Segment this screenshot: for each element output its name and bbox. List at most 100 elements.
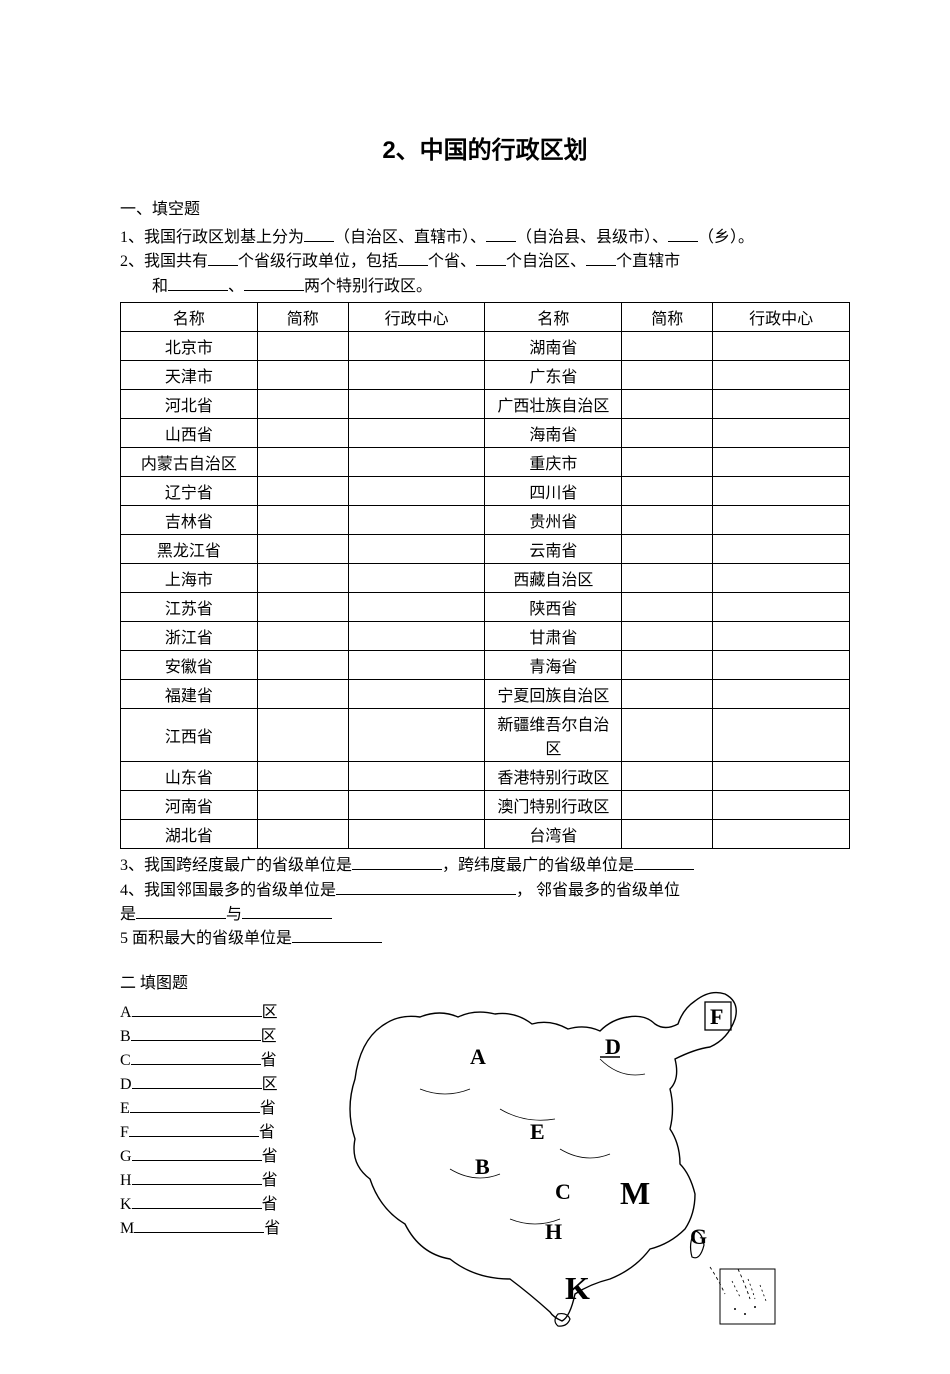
q1-blank1[interactable] bbox=[304, 241, 334, 242]
table-cell[interactable] bbox=[348, 535, 485, 564]
table-cell[interactable] bbox=[713, 680, 850, 709]
table-cell[interactable] bbox=[348, 390, 485, 419]
q2-blank4[interactable] bbox=[586, 265, 616, 266]
table-cell[interactable] bbox=[348, 361, 485, 390]
table-cell[interactable] bbox=[348, 709, 485, 762]
q2-blank2[interactable] bbox=[398, 265, 428, 266]
map-fill-blank[interactable] bbox=[132, 1160, 262, 1161]
q4-blank3[interactable] bbox=[242, 918, 332, 919]
table-cell[interactable] bbox=[622, 762, 713, 791]
table-cell[interactable] bbox=[713, 622, 850, 651]
q5-blank1[interactable] bbox=[292, 942, 382, 943]
q2-blank3[interactable] bbox=[476, 265, 506, 266]
table-cell[interactable] bbox=[348, 477, 485, 506]
table-cell[interactable] bbox=[713, 390, 850, 419]
table-cell[interactable] bbox=[348, 593, 485, 622]
table-cell[interactable] bbox=[257, 762, 348, 791]
table-cell[interactable] bbox=[713, 448, 850, 477]
map-fill-blank[interactable] bbox=[132, 1184, 262, 1185]
table-cell[interactable] bbox=[622, 593, 713, 622]
table-cell[interactable] bbox=[622, 535, 713, 564]
table-cell[interactable] bbox=[348, 419, 485, 448]
map-fill-blank[interactable] bbox=[129, 1136, 259, 1137]
table-cell[interactable] bbox=[348, 680, 485, 709]
table-cell[interactable] bbox=[257, 361, 348, 390]
table-cell[interactable] bbox=[257, 477, 348, 506]
table-cell[interactable] bbox=[713, 564, 850, 593]
table-cell[interactable] bbox=[257, 506, 348, 535]
map-fill-blank[interactable] bbox=[132, 1208, 262, 1209]
table-cell[interactable] bbox=[622, 390, 713, 419]
table-cell[interactable] bbox=[348, 564, 485, 593]
table-cell[interactable] bbox=[257, 535, 348, 564]
q2-blank5[interactable] bbox=[168, 290, 228, 291]
table-cell[interactable] bbox=[348, 506, 485, 535]
table-cell[interactable] bbox=[713, 820, 850, 849]
table-cell[interactable] bbox=[257, 820, 348, 849]
q1-blank3[interactable] bbox=[668, 241, 698, 242]
china-map-svg: ABCDEFGHKM bbox=[300, 969, 780, 1329]
table-cell[interactable] bbox=[622, 651, 713, 680]
map-fill-blank[interactable] bbox=[132, 1016, 262, 1017]
table-cell[interactable] bbox=[257, 419, 348, 448]
table-cell[interactable] bbox=[348, 332, 485, 361]
table-cell[interactable] bbox=[622, 448, 713, 477]
table-row: 辽宁省四川省 bbox=[121, 477, 850, 506]
q4-blank1[interactable] bbox=[336, 894, 516, 895]
table-cell[interactable] bbox=[348, 448, 485, 477]
table-cell[interactable] bbox=[257, 593, 348, 622]
table-cell[interactable] bbox=[257, 791, 348, 820]
table-cell[interactable] bbox=[713, 332, 850, 361]
table-cell[interactable] bbox=[713, 506, 850, 535]
table-row: 江西省新疆维吾尔自治区 bbox=[121, 709, 850, 762]
table-cell[interactable] bbox=[622, 477, 713, 506]
map-fill-blank[interactable] bbox=[131, 1040, 261, 1041]
table-cell[interactable] bbox=[257, 564, 348, 593]
table-cell[interactable] bbox=[713, 477, 850, 506]
q2-blank1[interactable] bbox=[208, 265, 238, 266]
table-cell[interactable] bbox=[622, 332, 713, 361]
table-cell[interactable] bbox=[257, 680, 348, 709]
table-cell[interactable] bbox=[257, 390, 348, 419]
q4-blank2[interactable] bbox=[136, 918, 226, 919]
table-cell[interactable] bbox=[257, 709, 348, 762]
table-cell[interactable] bbox=[257, 448, 348, 477]
table-cell[interactable] bbox=[713, 709, 850, 762]
map-fill-suffix: 区 bbox=[262, 1004, 278, 1021]
table-cell[interactable] bbox=[348, 762, 485, 791]
table-cell[interactable] bbox=[257, 332, 348, 361]
table-cell[interactable] bbox=[713, 791, 850, 820]
table-cell[interactable] bbox=[622, 506, 713, 535]
table-cell[interactable] bbox=[713, 651, 850, 680]
table-cell[interactable] bbox=[622, 709, 713, 762]
table-cell[interactable] bbox=[622, 564, 713, 593]
table-cell[interactable] bbox=[713, 361, 850, 390]
table-cell[interactable] bbox=[713, 762, 850, 791]
q1-blank2[interactable] bbox=[486, 241, 516, 242]
table-cell[interactable] bbox=[257, 651, 348, 680]
table-cell[interactable] bbox=[622, 622, 713, 651]
map-fill-blank[interactable] bbox=[132, 1088, 262, 1089]
q3-blank2[interactable] bbox=[634, 869, 694, 870]
q5-a: 5 面积最大的省级单位是 bbox=[120, 930, 292, 947]
table-cell[interactable] bbox=[257, 622, 348, 651]
table-cell[interactable] bbox=[348, 791, 485, 820]
table-cell[interactable] bbox=[713, 535, 850, 564]
q2-blank6[interactable] bbox=[244, 290, 304, 291]
q3-blank1[interactable] bbox=[352, 869, 442, 870]
table-cell[interactable] bbox=[622, 791, 713, 820]
map-fill-blank[interactable] bbox=[130, 1112, 260, 1113]
table-cell[interactable] bbox=[713, 419, 850, 448]
table-cell[interactable] bbox=[348, 622, 485, 651]
table-cell[interactable] bbox=[348, 651, 485, 680]
map-fill-blank[interactable] bbox=[134, 1232, 264, 1233]
table-cell[interactable] bbox=[713, 593, 850, 622]
table-cell[interactable] bbox=[622, 361, 713, 390]
table-cell: 四川省 bbox=[485, 477, 622, 506]
table-cell[interactable] bbox=[622, 419, 713, 448]
table-cell[interactable] bbox=[348, 820, 485, 849]
table-cell[interactable] bbox=[622, 820, 713, 849]
table-cell[interactable] bbox=[622, 680, 713, 709]
th-abbr1: 简称 bbox=[257, 303, 348, 332]
map-fill-blank[interactable] bbox=[131, 1064, 261, 1065]
